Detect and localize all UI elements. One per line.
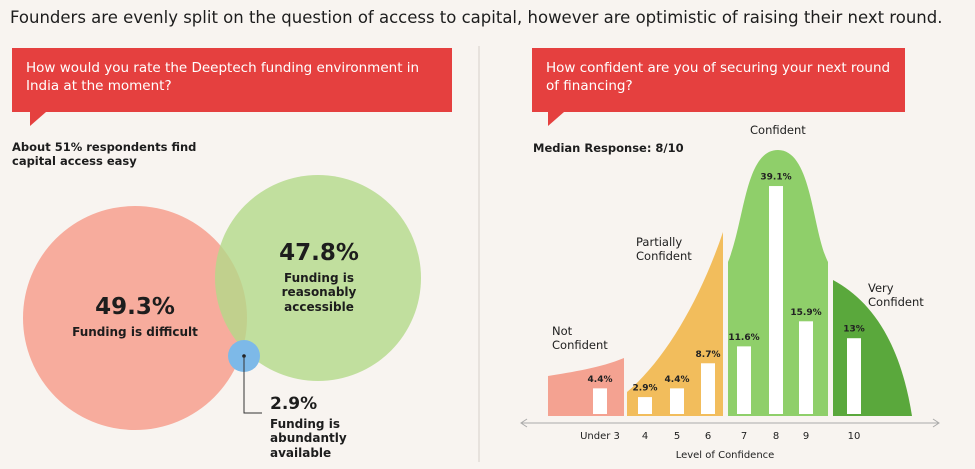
value-label: 2.9% [633,384,658,394]
bar [638,397,652,414]
bar [670,388,684,414]
value-label: 47.8% [279,240,359,266]
x-tick-label: 5 [674,431,680,442]
legend-label: Confident [750,123,806,137]
bar [701,363,715,414]
x-tick-label: 6 [705,431,711,442]
value-label: 2.9% [270,394,318,414]
value-label: 15.9% [790,308,821,318]
bar [593,388,607,414]
value-label: 39.1% [760,173,791,183]
x-tick-label: 10 [848,431,861,442]
legend-label: Very Confident [868,281,924,309]
value-label: 4.4% [588,375,613,385]
leader-line [243,356,262,414]
legend-label: Not Confident [552,324,608,352]
bar [769,186,783,414]
x-tick-label: 4 [642,431,648,442]
value-label: 8.7% [696,350,721,360]
bar [737,346,751,414]
venn-circle [23,206,247,430]
x-tick-label: 9 [803,431,809,442]
x-axis-label: Level of Confidence [676,450,775,461]
bar [847,338,861,414]
zone [627,232,723,416]
zone [548,358,624,416]
x-tick-label: 7 [741,431,747,442]
value-label: 4.4% [665,375,690,385]
value-label: 49.3% [95,294,175,320]
bar [799,321,813,414]
value-label: 11.6% [728,333,759,343]
category-label: Funding is reasonably accessible [281,271,357,314]
subtitle: Median Response: 8/10 [533,141,684,155]
x-tick-label: Under 3 [580,431,620,442]
value-label: 13% [843,325,865,335]
x-tick-label: 8 [773,431,779,442]
question-banner: How would you rate the Deeptech funding … [12,48,452,112]
subtitle: About 51% respondents find capital acces… [12,140,197,168]
banner-tail [30,112,46,126]
banner-tail [548,112,564,126]
category-label: Funding is difficult [72,325,198,339]
legend-label: Partially Confident [636,235,692,263]
axis-arrow [932,418,940,428]
axis-arrow [520,418,528,428]
question-banner: How confident are you of securing your n… [532,48,905,112]
venn-circle [215,175,421,381]
category-label: Funding is abundantly available [270,417,347,460]
page-title: Founders are evenly split on the questio… [10,8,943,27]
